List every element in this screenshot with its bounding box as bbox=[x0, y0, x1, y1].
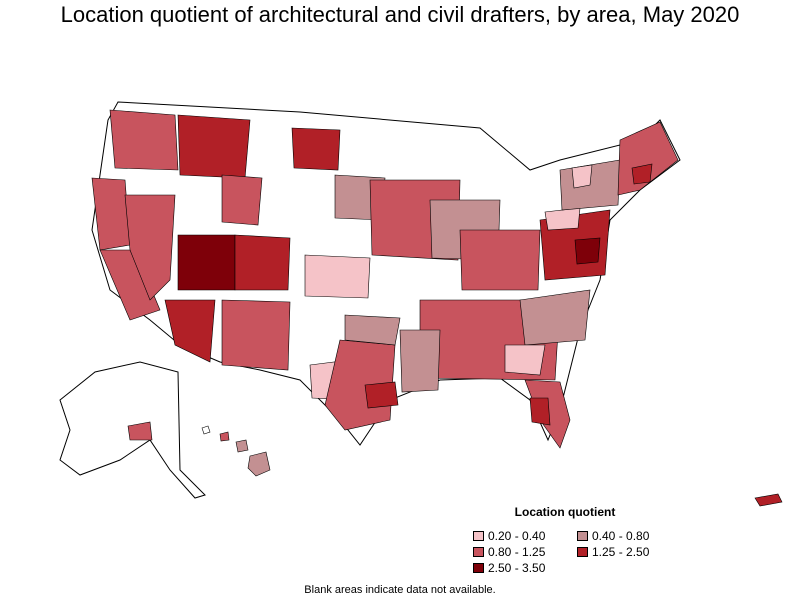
legend-item-0: 0.20 - 0.40 bbox=[473, 530, 545, 542]
hawaii-island-oahu bbox=[219, 431, 230, 442]
region-georgia-south bbox=[504, 344, 546, 376]
region-carolinas bbox=[519, 289, 591, 346]
region-tampa bbox=[529, 397, 551, 426]
legend-title: Location quotient bbox=[514, 505, 616, 519]
region-anchorage bbox=[127, 421, 153, 441]
region-northwest bbox=[109, 109, 179, 171]
legend-label-2: 0.80 - 1.25 bbox=[488, 545, 546, 559]
region-houston bbox=[364, 381, 399, 409]
legend-swatch-4 bbox=[473, 563, 484, 573]
region-north-dakota bbox=[291, 127, 341, 171]
legend-item-1: 0.40 - 0.80 bbox=[577, 530, 649, 542]
region-pennsylvania-east bbox=[544, 207, 581, 231]
footnote: Blank areas indicate data not available. bbox=[304, 584, 496, 596]
legend-swatch-2 bbox=[473, 547, 484, 557]
legend-item-2: 0.80 - 1.25 bbox=[473, 546, 545, 558]
hawaii-islands bbox=[201, 425, 271, 477]
legend-swatch-0 bbox=[473, 531, 484, 541]
us-regions bbox=[91, 109, 679, 449]
legend-label-4: 2.50 - 3.50 bbox=[488, 561, 546, 575]
region-oklahoma bbox=[344, 314, 401, 346]
legend-item-3: 1.25 - 2.50 bbox=[577, 546, 649, 558]
legend-swatch-3 bbox=[577, 547, 588, 557]
hawaii-island-kauai bbox=[201, 425, 211, 435]
hawaii-island-maui bbox=[235, 439, 249, 453]
legend-item-4: 2.50 - 3.50 bbox=[473, 562, 545, 574]
region-idaho-montana bbox=[177, 114, 251, 179]
region-utah bbox=[177, 234, 236, 291]
region-nevada bbox=[124, 194, 176, 301]
hawaii-island-big bbox=[247, 451, 271, 477]
region-mississippi bbox=[399, 329, 441, 393]
region-upstate-ny bbox=[571, 164, 593, 189]
region-new-mexico bbox=[221, 299, 291, 371]
region-california-south bbox=[99, 249, 161, 321]
region-chesapeake bbox=[574, 237, 601, 265]
region-new-england bbox=[617, 121, 679, 196]
legend-label-0: 0.20 - 0.40 bbox=[488, 529, 546, 543]
region-ohio-valley bbox=[459, 229, 541, 291]
legend-label-1: 0.40 - 0.80 bbox=[592, 529, 650, 543]
region-wyoming bbox=[221, 174, 263, 226]
puerto-rico bbox=[754, 493, 783, 507]
region-boston bbox=[631, 163, 653, 185]
region-colorado bbox=[234, 234, 291, 291]
region-arizona bbox=[164, 299, 216, 363]
region-kansas bbox=[304, 254, 371, 299]
legend-label-3: 1.25 - 2.50 bbox=[592, 545, 650, 559]
map-title: Location quotient of architectural and c… bbox=[60, 2, 740, 27]
legend-swatch-1 bbox=[577, 531, 588, 541]
